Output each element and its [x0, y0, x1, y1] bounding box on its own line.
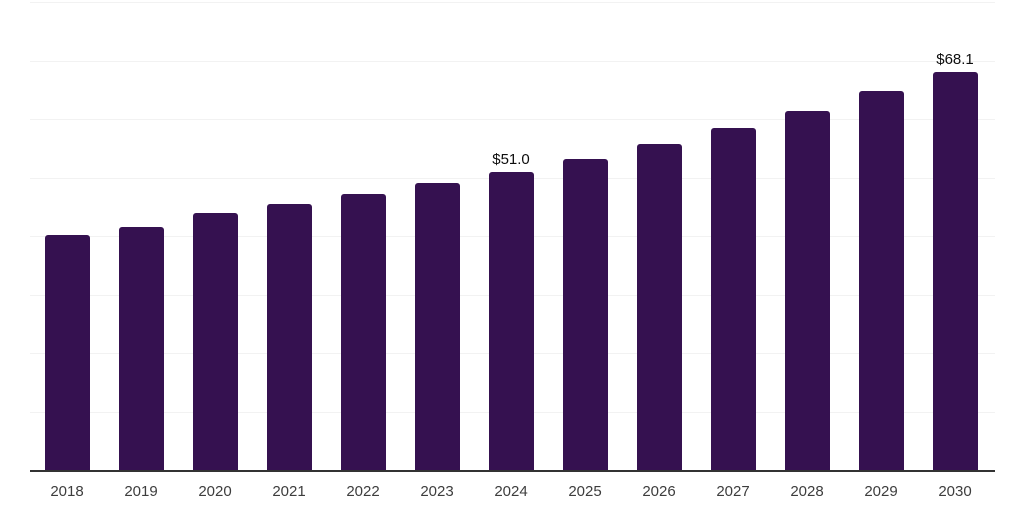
- x-tick-2027: 2027: [716, 483, 750, 500]
- x-tick-2023: 2023: [420, 483, 454, 500]
- plot-area: $51.0 $68.1: [30, 2, 995, 472]
- x-tick-2029: 2029: [864, 483, 898, 500]
- x-tick-2025: 2025: [568, 483, 602, 500]
- gridline-70: [30, 60, 995, 62]
- x-tick-2030: 2030: [938, 483, 972, 500]
- data-label-2024: $51.0: [492, 150, 530, 168]
- bar-2018: [44, 235, 90, 470]
- bar-2021: [266, 204, 312, 470]
- gridline-60: [30, 119, 995, 120]
- bar-2019: [118, 226, 164, 470]
- x-axis-labels: 2018 2019 2020 2021 2022 2023 2024 2025 2026 2027…: [30, 483, 995, 503]
- x-tick-2022: 2022: [346, 483, 380, 500]
- data-label-2030: $68.1: [936, 50, 974, 68]
- bar-2024: [488, 171, 534, 470]
- x-tick-2026: 2026: [642, 483, 676, 500]
- x-tick-2018: 2018: [50, 483, 84, 500]
- bar-2020: [192, 213, 238, 470]
- x-tick-2024: 2024: [494, 483, 528, 500]
- bar-2028: [784, 110, 830, 470]
- x-tick-2019: 2019: [124, 483, 158, 500]
- bar-2023: [414, 183, 460, 470]
- x-tick-2028: 2028: [790, 483, 824, 500]
- bar-2027: [710, 127, 756, 470]
- bar-2022: [340, 194, 386, 470]
- bar-2025: [562, 158, 608, 470]
- bar-2026: [636, 144, 682, 470]
- bar-2029: [858, 90, 904, 470]
- x-tick-2021: 2021: [272, 483, 306, 500]
- x-tick-2020: 2020: [198, 483, 232, 500]
- gridline-80: [30, 2, 995, 3]
- bar-2030: [932, 71, 978, 470]
